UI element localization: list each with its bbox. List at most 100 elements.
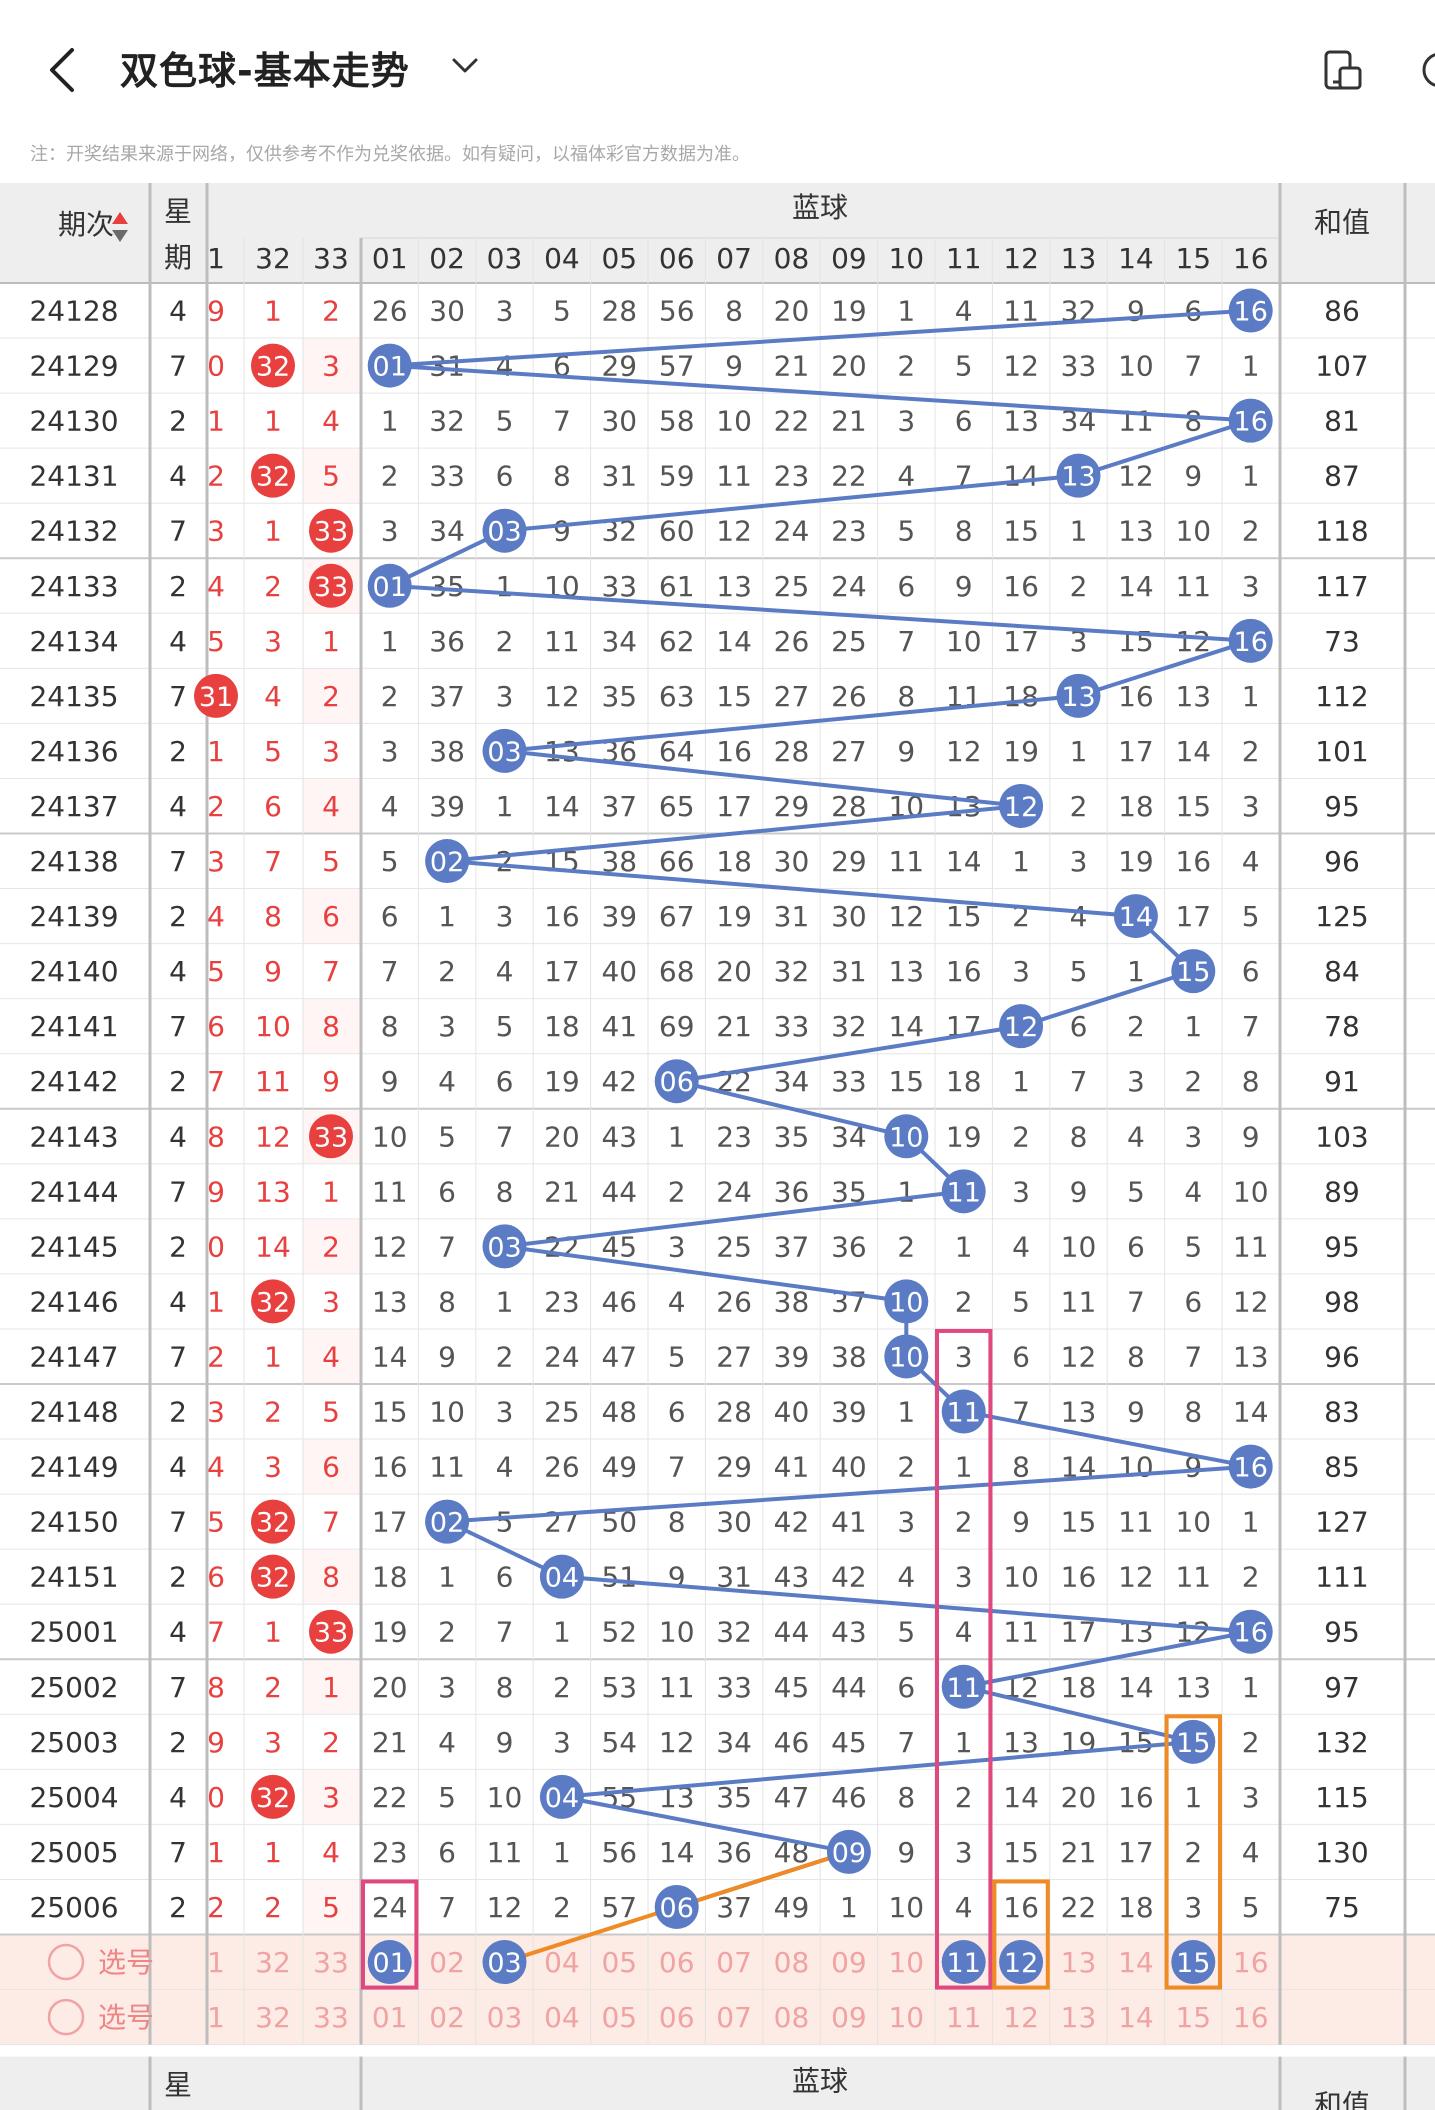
blue-cell: 22 [1061, 1891, 1097, 1924]
select-blue-num[interactable]: 12 [1003, 2001, 1039, 2034]
selected-blue-number[interactable]: 15 [1176, 1948, 1210, 1979]
blue-cell: 9 [438, 1340, 456, 1373]
blue-cell: 10 [429, 1396, 465, 1429]
select-blue-num[interactable]: 16 [1233, 1946, 1269, 1979]
select-blue-num[interactable]: 02 [429, 1946, 465, 1979]
select-blue-num[interactable]: 10 [888, 1946, 924, 1979]
blue-cell: 1 [1242, 680, 1260, 713]
select-blue-num[interactable]: 13 [1061, 2001, 1097, 2034]
blue-cell: 24 [372, 1891, 408, 1924]
selected-blue-ball[interactable] [1171, 1940, 1216, 1985]
blue-cell: 41 [774, 1451, 810, 1484]
selected-blue-ball[interactable] [367, 1940, 412, 1985]
select-blue-num[interactable]: 13 [1061, 1946, 1097, 1979]
select-blue-num[interactable]: 02 [429, 2001, 465, 2034]
blue-cell: 1 [1242, 350, 1260, 383]
select-blue-num[interactable]: 09 [831, 1946, 867, 1979]
more-icon[interactable] [1418, 50, 1435, 90]
select-label[interactable]: 选号 [98, 2001, 154, 2034]
select-blue-num[interactable]: 05 [601, 1946, 637, 1979]
select-red-num[interactable]: 1 [207, 2001, 225, 2034]
blue-ball [1228, 618, 1273, 663]
blue-cell: 3 [1184, 1120, 1202, 1153]
select-red-num[interactable]: 32 [255, 2001, 291, 2034]
red-col-bg [303, 833, 361, 889]
blue-ball [941, 1169, 986, 1214]
blue-cell: 27 [544, 1506, 580, 1539]
selected-blue-ball[interactable] [999, 1940, 1044, 1985]
select-blue-num[interactable]: 16 [1233, 2001, 1269, 2034]
selected-blue-ball[interactable] [941, 1940, 986, 1985]
blue-cell: 22 [831, 460, 867, 493]
blue-cell: 16 [716, 735, 752, 768]
back-arrow-icon[interactable] [44, 46, 84, 94]
page-title[interactable]: 双色球-基本走势 [120, 49, 410, 93]
select-blue-num[interactable]: 14 [1118, 2001, 1154, 2034]
select-blue-num[interactable]: 11 [946, 2001, 982, 2034]
blue-cell: 15 [1118, 625, 1154, 658]
select-blue-num[interactable]: 01 [372, 2001, 408, 2034]
week-cell: 2 [169, 1230, 187, 1263]
blue-ball [826, 1829, 871, 1874]
select-blue-num[interactable]: 06 [659, 1946, 695, 1979]
blue-ball-number: 10 [889, 1122, 923, 1153]
blue-cell: 11 [544, 625, 580, 658]
red-cell: 4 [207, 900, 225, 933]
blue-cell: 36 [774, 1175, 810, 1208]
selected-blue-number[interactable]: 01 [373, 1948, 407, 1979]
select-blue-num[interactable]: 07 [716, 2001, 752, 2034]
header-blue-col: 08 [774, 242, 810, 275]
blue-cell: 2 [1012, 1120, 1030, 1153]
selected-blue-number[interactable]: 11 [947, 1948, 981, 1979]
select-blue-num[interactable]: 08 [774, 1946, 810, 1979]
blue-cell: 13 [1061, 1396, 1097, 1429]
blue-cell: 14 [659, 1836, 695, 1869]
select-blue-num[interactable]: 05 [601, 2001, 637, 2034]
select-red-num[interactable]: 32 [255, 1946, 291, 1979]
select-blue-num[interactable]: 04 [544, 2001, 580, 2034]
sort-down-icon[interactable] [112, 230, 128, 242]
select-blue-num[interactable]: 08 [774, 2001, 810, 2034]
blue-cell: 3 [553, 1726, 571, 1759]
red-cell: 1 [264, 1616, 282, 1649]
select-red-num[interactable]: 33 [313, 1946, 349, 1979]
blue-cell: 4 [496, 955, 514, 988]
blue-cell: 14 [1233, 1396, 1269, 1429]
select-red-num[interactable]: 1 [207, 1946, 225, 1979]
select-blue-num[interactable]: 04 [544, 1946, 580, 1979]
select-red-num[interactable]: 33 [313, 2001, 349, 2034]
sort-up-icon[interactable] [112, 212, 128, 224]
red-cell: 9 [207, 1726, 225, 1759]
select-blue-num[interactable]: 06 [659, 2001, 695, 2034]
blue-cell: 8 [553, 460, 571, 493]
blue-cell: 19 [1118, 845, 1154, 878]
select-radio[interactable] [47, 1998, 85, 2036]
select-blue-num[interactable]: 14 [1118, 1946, 1154, 1979]
select-blue-num[interactable]: 03 [487, 2001, 523, 2034]
blue-ball [884, 1334, 929, 1379]
rotate-screen-icon[interactable] [1320, 48, 1364, 92]
select-blue-num[interactable]: 10 [888, 2001, 924, 2034]
blue-cell: 15 [716, 680, 752, 713]
selected-blue-ball[interactable] [482, 1940, 527, 1985]
select-blue-num[interactable]: 09 [831, 2001, 867, 2034]
blue-cell: 3 [897, 1506, 915, 1539]
sum-cell: 91 [1324, 1065, 1360, 1098]
blue-cell: 38 [429, 735, 465, 768]
red-ball [251, 1774, 295, 1819]
red-col-bg [303, 1328, 361, 1384]
red-col-bg [303, 888, 361, 944]
chevron-down-icon[interactable] [450, 56, 480, 76]
selected-blue-number[interactable]: 12 [1004, 1948, 1038, 1979]
blue-cell: 13 [1175, 1671, 1211, 1704]
select-label[interactable]: 选号 [98, 1946, 154, 1979]
blue-cell: 9 [553, 515, 571, 548]
blue-cell: 6 [496, 1561, 514, 1594]
sum-cell: 97 [1324, 1671, 1360, 1704]
select-blue-num[interactable]: 15 [1175, 2001, 1211, 2034]
select-blue-num[interactable]: 07 [716, 1946, 752, 1979]
select-radio[interactable] [47, 1943, 85, 1981]
sum-cell: 87 [1324, 460, 1360, 493]
selected-blue-number[interactable]: 03 [487, 1948, 521, 1979]
blue-cell: 16 [1003, 570, 1039, 603]
